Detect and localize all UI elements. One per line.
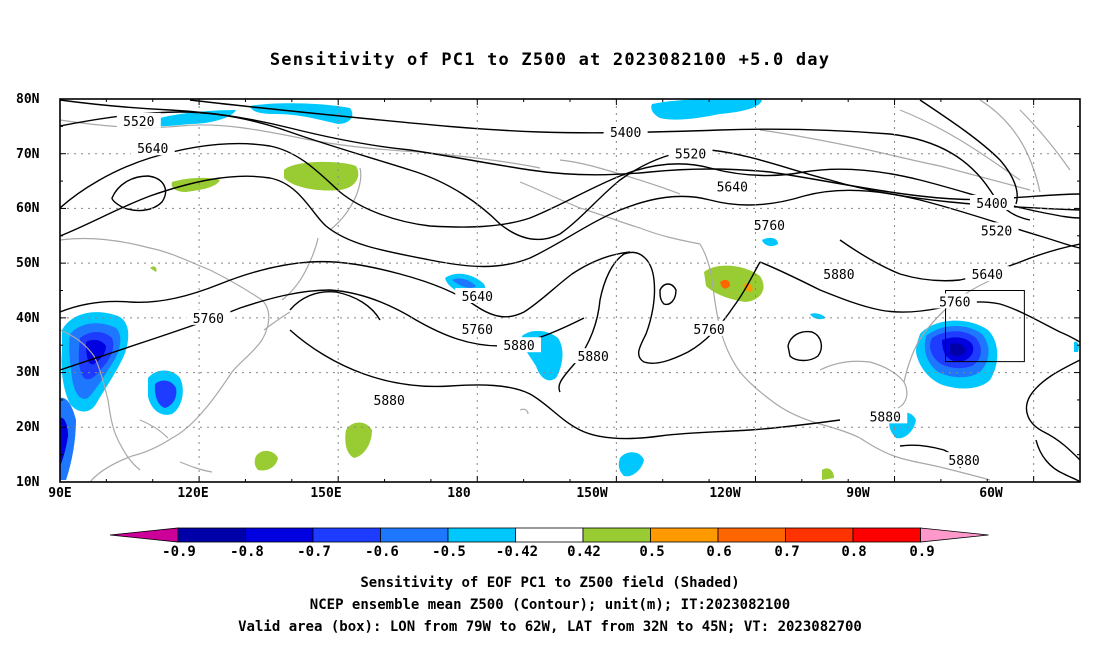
colorbar-label: -0.7 xyxy=(297,544,331,560)
contour-label: 5400 xyxy=(976,197,1007,212)
contour-label: 5760 xyxy=(462,323,493,338)
colorbar-label: 0.6 xyxy=(706,544,732,560)
contour-label-bg xyxy=(455,287,500,303)
contour-label-bg xyxy=(687,320,732,336)
contour-label: 5880 xyxy=(578,350,609,365)
colorbar-segment xyxy=(515,527,584,543)
lon-label-120w: 120W xyxy=(709,486,741,501)
colorbar-segment xyxy=(650,527,719,543)
contour-label-bg xyxy=(747,216,792,232)
contour-label-bg xyxy=(116,112,161,128)
colorbar-labels: -0.9 -0.8 -0.7 -0.6 -0.5 -0.42 0.42 0.5 … xyxy=(0,544,1100,564)
z500-contours xyxy=(60,99,1080,482)
contour-label: 5880 xyxy=(823,268,854,283)
contour-label-bg xyxy=(186,309,231,325)
contour-label-bg xyxy=(367,391,412,407)
colorbar-label: -0.8 xyxy=(230,544,264,560)
contour-label: 5400 xyxy=(610,126,641,141)
contour-label: 5640 xyxy=(137,142,168,157)
colorbar-segment xyxy=(785,527,854,543)
lon-label-90e: 90E xyxy=(48,486,72,501)
contour-label-bg xyxy=(571,348,616,364)
colorbar-label: 0.9 xyxy=(909,544,935,560)
caption-valid-area: Valid area (box): LON from 79W to 62W, L… xyxy=(238,619,862,635)
contour-label: 5760 xyxy=(939,295,970,310)
caption-block: Sensitivity of EOF PC1 to Z500 field (Sh… xyxy=(0,572,1100,638)
contour-label-bg xyxy=(668,145,713,161)
colorbar xyxy=(109,527,989,543)
contour-label: 5760 xyxy=(754,219,785,234)
map-title: Sensitivity of PC1 to Z500 at 2023082100… xyxy=(269,50,831,70)
lat-label-30n: 30N xyxy=(16,365,40,380)
contour-label-bg xyxy=(932,293,977,309)
colorbar-segment xyxy=(717,527,786,543)
contour-label: 5880 xyxy=(503,339,534,354)
contour-label: 5520 xyxy=(981,224,1012,239)
colorbar-label: -0.6 xyxy=(365,544,399,560)
lat-label-20n: 20N xyxy=(16,420,40,435)
contour-label: 5880 xyxy=(870,410,901,425)
colorbar-segment xyxy=(245,527,314,543)
contour-label-bg xyxy=(816,266,861,282)
contour-labels: 5520564054005520564057605880540055205640… xyxy=(116,112,1019,469)
contour-label-bg xyxy=(455,320,500,336)
contour-label: 5760 xyxy=(193,312,224,327)
lat-label-80n: 80N xyxy=(16,92,40,107)
contour-label-bg xyxy=(969,194,1014,210)
colorbar-label: -0.9 xyxy=(162,544,196,560)
contour-label-bg xyxy=(974,222,1019,238)
colorbar-segment xyxy=(447,527,516,543)
colorbar-label: 0.5 xyxy=(639,544,665,560)
contour-label-bg xyxy=(942,452,987,468)
contour-label-bg xyxy=(710,178,755,194)
contour-label: 5760 xyxy=(693,323,724,338)
contour-label: 5520 xyxy=(123,115,154,130)
lat-label-10n: 10N xyxy=(16,475,40,490)
coastlines xyxy=(60,99,1071,482)
colorbar-segment xyxy=(582,527,651,543)
caption-contour: NCEP ensemble mean Z500 (Contour); unit(… xyxy=(309,597,791,613)
lat-label-50n: 50N xyxy=(16,256,40,271)
contour-label-bg xyxy=(497,337,541,353)
contour-label: 5880 xyxy=(948,454,979,469)
colorbar-left-arrow xyxy=(109,527,179,543)
colorbar-right-arrow xyxy=(920,527,989,543)
valid-area-box xyxy=(945,290,1025,363)
colorbar-label: 0.8 xyxy=(841,544,867,560)
lat-label-40n: 40N xyxy=(16,311,40,326)
lat-label-70n: 70N xyxy=(16,147,40,162)
contour-label-bg xyxy=(603,123,648,139)
colorbar-segment xyxy=(852,527,921,543)
contour-label-bg xyxy=(130,140,175,156)
contour-label: 5640 xyxy=(972,268,1003,283)
lat-label-60n: 60N xyxy=(16,201,40,216)
colorbar-label: -0.5 xyxy=(432,544,466,560)
lon-label-180: 180 xyxy=(447,486,471,501)
sensitivity-shading xyxy=(60,99,1079,480)
contour-label: 5880 xyxy=(374,394,405,409)
contour-label: 5520 xyxy=(675,148,706,163)
contour-label: 5640 xyxy=(717,181,748,196)
colorbar-label: 0.42 xyxy=(567,544,601,560)
lon-label-150e: 150E xyxy=(310,486,342,501)
colorbar-label: 0.7 xyxy=(774,544,800,560)
colorbar-segment xyxy=(380,527,449,543)
axis-ticks xyxy=(59,98,1080,483)
contour-label-bg xyxy=(965,266,1010,282)
colorbar-segment xyxy=(177,527,246,543)
caption-shading: Sensitivity of EOF PC1 to Z500 field (Sh… xyxy=(360,575,740,591)
lon-label-60w: 60W xyxy=(979,486,1003,501)
lon-label-90w: 90W xyxy=(846,486,870,501)
contour-label-bg xyxy=(863,408,908,424)
colorbar-label: -0.42 xyxy=(495,544,539,560)
lon-label-120e: 120E xyxy=(177,486,209,501)
contour-label: 5640 xyxy=(462,290,493,305)
lon-label-150w: 150W xyxy=(576,486,608,501)
colorbar-segment xyxy=(312,527,381,543)
